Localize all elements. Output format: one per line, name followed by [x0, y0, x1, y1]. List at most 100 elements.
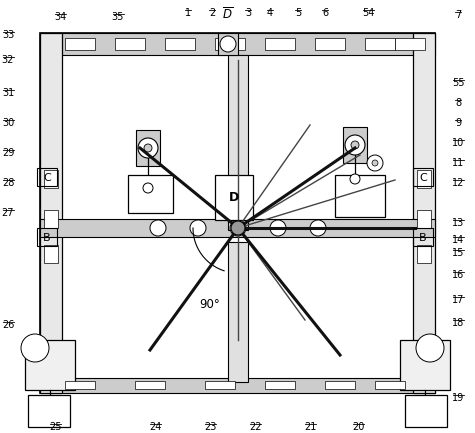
- Text: 35: 35: [112, 12, 124, 22]
- Bar: [405, 395, 447, 427]
- Circle shape: [310, 220, 326, 236]
- Text: 34: 34: [54, 12, 66, 22]
- Text: 14: 14: [452, 235, 464, 245]
- Bar: [128, 175, 173, 213]
- Text: 7: 7: [455, 10, 461, 20]
- Bar: [413, 168, 433, 186]
- Bar: [395, 38, 425, 50]
- Circle shape: [138, 138, 158, 158]
- Text: 9: 9: [455, 118, 461, 128]
- Circle shape: [270, 220, 286, 236]
- Bar: [28, 22, 447, 405]
- Circle shape: [367, 155, 383, 171]
- Text: 90°: 90°: [200, 298, 220, 311]
- Text: 32: 32: [2, 55, 14, 65]
- Bar: [325, 381, 355, 389]
- Text: 10: 10: [452, 138, 464, 148]
- Text: 33: 33: [2, 30, 14, 40]
- Text: 23: 23: [204, 422, 216, 432]
- Text: 25: 25: [49, 422, 61, 432]
- Bar: [44, 170, 58, 188]
- Bar: [25, 340, 75, 390]
- Circle shape: [220, 36, 236, 52]
- Bar: [136, 130, 160, 166]
- Circle shape: [144, 144, 152, 152]
- Bar: [40, 33, 62, 393]
- Bar: [205, 381, 235, 389]
- Circle shape: [150, 220, 166, 236]
- Bar: [115, 38, 145, 50]
- Bar: [343, 127, 367, 163]
- Text: 28: 28: [2, 178, 14, 188]
- Bar: [65, 38, 95, 50]
- Text: C: C: [43, 173, 51, 183]
- Text: 18: 18: [452, 318, 464, 328]
- Bar: [28, 395, 70, 427]
- Bar: [215, 175, 253, 220]
- Bar: [40, 33, 435, 55]
- Text: 11: 11: [452, 158, 464, 168]
- Bar: [375, 381, 405, 389]
- Bar: [37, 228, 57, 246]
- Text: 30: 30: [2, 118, 14, 128]
- Bar: [218, 33, 238, 55]
- Bar: [265, 38, 295, 50]
- Bar: [335, 175, 385, 217]
- Text: $\overline{D}$: $\overline{D}$: [222, 6, 234, 22]
- Text: C: C: [419, 173, 427, 183]
- Bar: [44, 245, 58, 263]
- Bar: [37, 168, 57, 186]
- Circle shape: [21, 334, 49, 362]
- Bar: [413, 33, 435, 393]
- Bar: [40, 378, 435, 393]
- Circle shape: [143, 183, 153, 193]
- Bar: [65, 381, 95, 389]
- Text: 15: 15: [452, 248, 464, 258]
- Text: 16: 16: [452, 270, 464, 280]
- Bar: [417, 170, 431, 188]
- Circle shape: [190, 220, 206, 236]
- Bar: [44, 210, 58, 228]
- Bar: [400, 340, 450, 390]
- Text: 12: 12: [452, 178, 464, 188]
- Text: 8: 8: [455, 98, 461, 108]
- Circle shape: [345, 135, 365, 155]
- Text: 22: 22: [249, 422, 261, 432]
- Bar: [135, 381, 165, 389]
- Bar: [165, 38, 195, 50]
- Text: 4: 4: [267, 8, 273, 18]
- Text: 31: 31: [2, 88, 14, 98]
- Text: 24: 24: [149, 422, 161, 432]
- Text: 6: 6: [322, 8, 328, 18]
- Text: 13: 13: [452, 218, 464, 228]
- Circle shape: [230, 220, 246, 236]
- Circle shape: [372, 160, 378, 166]
- Bar: [215, 38, 245, 50]
- Circle shape: [350, 174, 360, 184]
- Text: 54: 54: [362, 8, 374, 18]
- Text: 1: 1: [185, 8, 191, 18]
- Bar: [228, 55, 248, 230]
- Text: 26: 26: [2, 320, 14, 330]
- Text: 20: 20: [352, 422, 364, 432]
- Bar: [417, 245, 431, 263]
- Bar: [265, 381, 295, 389]
- Text: 55: 55: [452, 78, 464, 88]
- Bar: [40, 219, 435, 237]
- Bar: [417, 210, 431, 228]
- Text: D: D: [229, 191, 239, 204]
- Text: 21: 21: [304, 422, 316, 432]
- Bar: [40, 33, 435, 393]
- Text: B: B: [419, 233, 427, 243]
- Text: 29: 29: [2, 148, 14, 158]
- Circle shape: [416, 334, 444, 362]
- Text: 19: 19: [452, 393, 464, 403]
- Text: 2: 2: [209, 8, 215, 18]
- Bar: [228, 242, 248, 382]
- Text: 5: 5: [295, 8, 301, 18]
- Text: B: B: [43, 233, 51, 243]
- Text: 27: 27: [2, 208, 14, 218]
- Bar: [413, 228, 433, 246]
- Circle shape: [351, 141, 359, 149]
- Circle shape: [231, 221, 245, 235]
